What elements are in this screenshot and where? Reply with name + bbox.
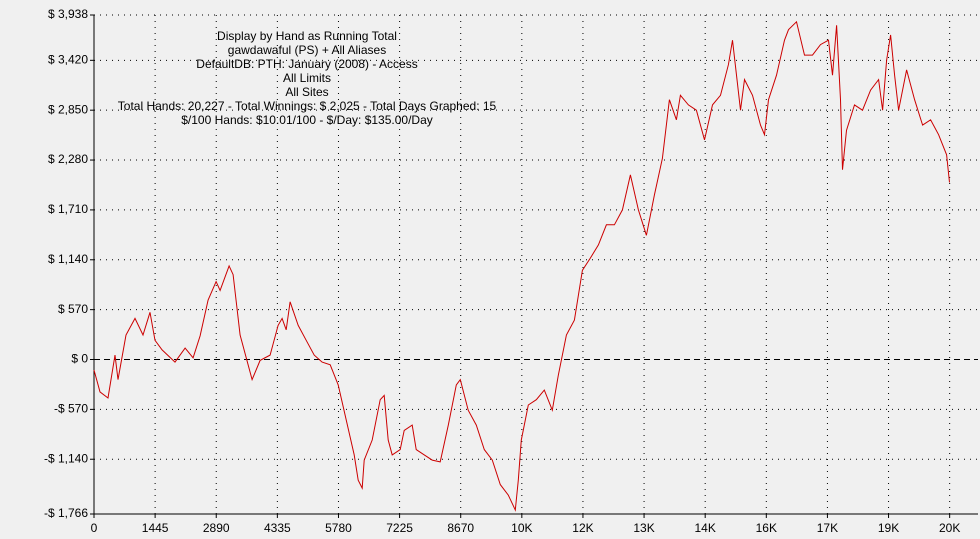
y-tick-label: $ 1,710 <box>48 202 88 216</box>
y-tick-label: $ 2,280 <box>48 152 88 166</box>
x-tick-label: 19K <box>878 521 899 535</box>
x-tick-label: 2890 <box>203 521 230 535</box>
y-tick-label: -$ 570 <box>54 402 88 416</box>
x-tick-label: 14K <box>695 521 716 535</box>
x-tick-label: 16K <box>756 521 777 535</box>
x-tick-label: 8670 <box>447 521 474 535</box>
x-tick-label: 10K <box>511 521 532 535</box>
x-tick-label: 1445 <box>142 521 169 535</box>
x-tick-label: 0 <box>91 521 98 535</box>
line <box>93 20 950 512</box>
y-tick-label: $ 2,850 <box>48 102 88 116</box>
y-tick-label: $ 3,420 <box>48 52 88 66</box>
annotation: DefaultDB: PTH: January (2008) - Access <box>196 57 417 71</box>
annotation: Total Hands: 20,227 - Total Winnings: $ … <box>118 99 497 113</box>
annotation: Display by Hand as Running Total <box>217 29 397 43</box>
x-tick-label: 12K <box>572 521 593 535</box>
x-tick-label: 7225 <box>386 521 413 535</box>
y-tick-label: -$ 1,766 <box>44 506 88 520</box>
y-tick-label: $ 1,140 <box>48 252 88 266</box>
y-tick-label: $ 0 <box>71 352 88 366</box>
annotation: $/100 Hands: $10.01/100 - $/Day: $135.00… <box>181 113 433 127</box>
x-tick-label: 20K <box>939 521 960 535</box>
annotation: All Limits <box>283 71 331 85</box>
x-tick-label: 13K <box>633 521 654 535</box>
y-tick-label: -$ 1,140 <box>44 451 88 465</box>
y-tick-label: $ 570 <box>58 302 88 316</box>
y-tick-label: $ 3,938 <box>48 7 88 21</box>
x-tick-label: 17K <box>817 521 838 535</box>
x-tick-label: 5780 <box>325 521 352 535</box>
annotation: gawdawaful (PS) + All Aliases <box>228 43 386 57</box>
x-tick-label: 4335 <box>264 521 291 535</box>
annotation: All Sites <box>285 85 328 99</box>
